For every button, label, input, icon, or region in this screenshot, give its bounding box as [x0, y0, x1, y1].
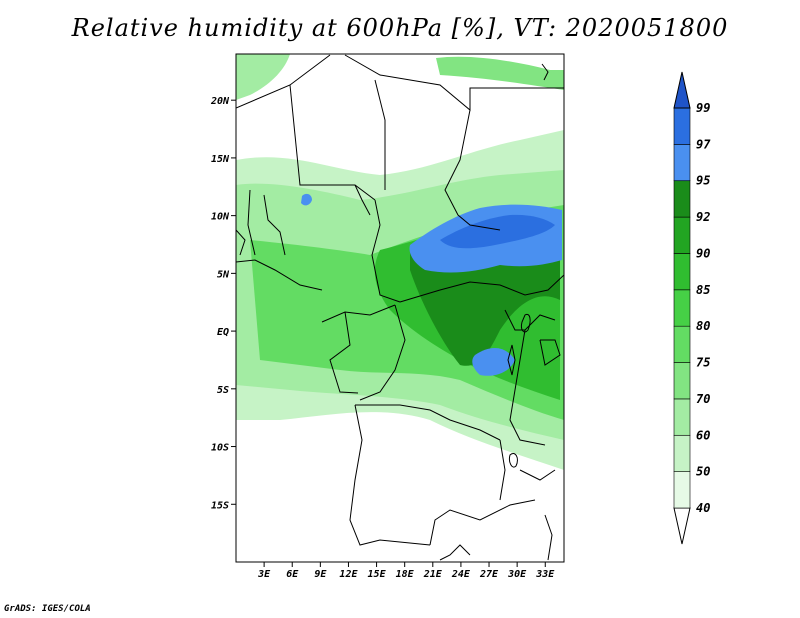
map-frame	[235, 53, 565, 563]
colorbar-box	[673, 398, 691, 436]
humidity-contour-99	[440, 214, 555, 249]
colorbar-box	[673, 325, 691, 363]
lat-tick-label: 10S	[211, 443, 229, 454]
country-borders	[236, 54, 564, 561]
colorbar-label: 80	[696, 319, 710, 333]
humidity-field	[236, 54, 564, 470]
lon-tick-label: 33E	[535, 569, 555, 580]
colorbar-lower-triangle	[673, 507, 691, 545]
lon-tick-label: 27E	[479, 569, 499, 580]
humidity-patch-nigeria	[301, 193, 312, 206]
colorbar-label: 40	[696, 501, 710, 515]
colorbar: 40 50 60 70 75 80 85 90 92 95 97 99	[673, 71, 711, 545]
lat-tick-label: 15N	[211, 154, 230, 165]
longitude-axis: 3E 6E 9E 12E 15E 18E 21E 24E 27E 30E 33E	[257, 562, 555, 580]
lon-tick-label: 15E	[368, 569, 387, 580]
lakes	[507, 63, 549, 468]
colorbar-box	[673, 434, 691, 472]
latitude-axis: 20N 15N 10N 5N EQ 5S 10S 15S	[210, 96, 236, 511]
lon-tick-label: 21E	[423, 569, 443, 580]
colorbar-label: 60	[696, 428, 710, 442]
lat-tick-label: 5S	[217, 385, 229, 396]
lon-tick-label: 9E	[314, 569, 327, 580]
grads-credit: GrADS: IGES/COLA	[4, 604, 91, 614]
colorbar-label: 92	[696, 210, 710, 224]
colorbar-label: 90	[696, 246, 710, 260]
colorbar-upper-triangle	[673, 71, 691, 109]
colorbar-box	[673, 289, 691, 327]
lat-tick-label: 10N	[211, 212, 230, 223]
lon-tick-label: 18E	[396, 569, 415, 580]
lon-tick-label: 12E	[339, 569, 358, 580]
lon-tick-label: 24E	[451, 569, 471, 580]
colorbar-box	[673, 253, 691, 291]
colorbar-box	[673, 471, 691, 509]
colorbar-label: 85	[696, 283, 710, 297]
colorbar-label: 95	[696, 174, 710, 188]
map-title: Relative humidity at 600hPa [%], VT: 202…	[71, 14, 729, 42]
colorbar-label: 70	[696, 392, 710, 406]
humidity-patch-sahara	[236, 54, 290, 100]
humidity-patch-north	[436, 56, 564, 90]
lat-tick-label: 15S	[211, 500, 229, 511]
colorbar-box	[673, 362, 691, 400]
colorbar-label: 50	[696, 465, 710, 479]
lon-tick-label: 30E	[507, 569, 527, 580]
lon-tick-label: 3E	[257, 569, 271, 580]
colorbar-box	[673, 107, 691, 145]
lat-tick-label: 5N	[217, 269, 230, 280]
lat-tick-label: EQ	[217, 327, 229, 338]
lon-tick-label: 6E	[286, 569, 299, 580]
colorbar-box	[673, 180, 691, 218]
lat-tick-label: 20N	[210, 96, 230, 107]
colorbar-label: 99	[696, 101, 710, 115]
colorbar-label: 97	[696, 137, 711, 151]
humidity-contour-97-south	[472, 348, 515, 376]
colorbar-box	[673, 144, 691, 182]
colorbar-label: 75	[696, 356, 710, 370]
colorbar-box	[673, 216, 691, 254]
